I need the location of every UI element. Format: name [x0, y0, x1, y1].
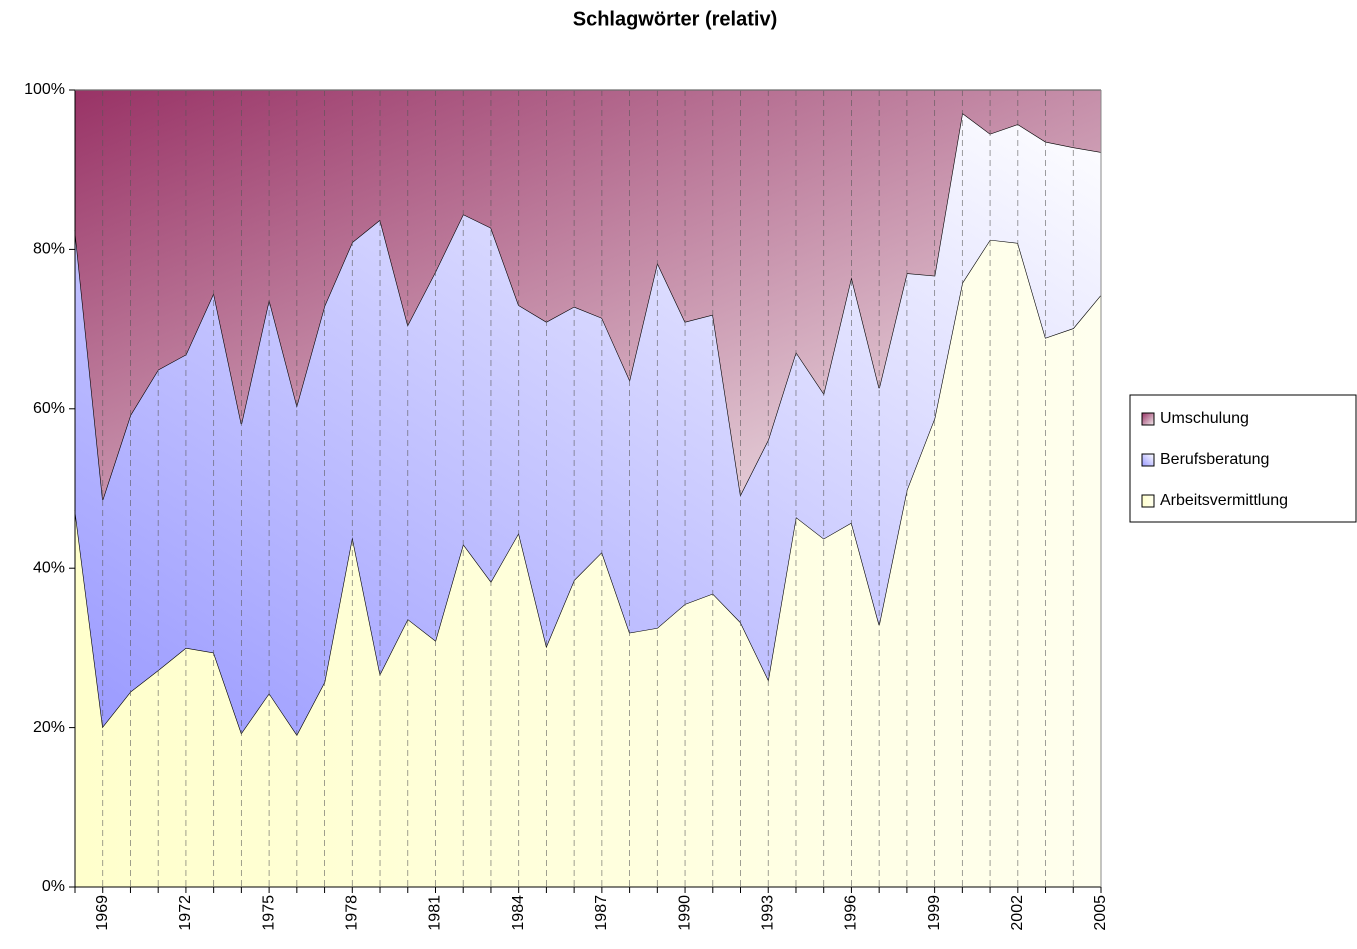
x-tick-label: 1990: [676, 895, 693, 931]
legend-box: [1129, 394, 1357, 523]
x-tick-label: 1972: [177, 895, 194, 931]
x-tick-label: 1996: [843, 895, 860, 931]
y-tick-label: 0%: [42, 878, 65, 895]
x-tick-label: 1999: [926, 895, 943, 931]
y-tick-label: 100%: [24, 81, 65, 98]
y-tick-label: 20%: [33, 719, 65, 736]
x-tick-label: 1978: [344, 895, 361, 931]
area: [75, 113, 1101, 735]
x-tick-label: 1969: [94, 895, 111, 931]
y-tick-label: 80%: [33, 241, 65, 258]
x-tick-label: 1987: [593, 895, 610, 931]
chart-title: Schlagwörter (relativ): [573, 8, 778, 30]
x-tick-label: 1993: [759, 895, 776, 931]
area: [75, 90, 1101, 500]
x-tick-label: 2005: [1092, 895, 1109, 931]
y-tick-label: 60%: [33, 400, 65, 417]
area: [75, 239, 1101, 887]
legend-swatch: [1141, 412, 1155, 426]
legend-swatch: [1141, 453, 1155, 467]
y-tick-label: 40%: [33, 559, 65, 576]
legend-label: Arbeitsvermittlung: [1160, 492, 1288, 509]
x-tick-label: 2002: [1009, 895, 1026, 931]
legend-label: Berufsberatung: [1160, 451, 1269, 468]
legend-label: Umschulung: [1160, 410, 1249, 427]
x-tick-label: 1984: [510, 895, 527, 931]
x-tick-label: 1975: [260, 895, 277, 931]
legend-swatch: [1141, 494, 1155, 508]
x-tick-label: 1981: [427, 895, 444, 931]
